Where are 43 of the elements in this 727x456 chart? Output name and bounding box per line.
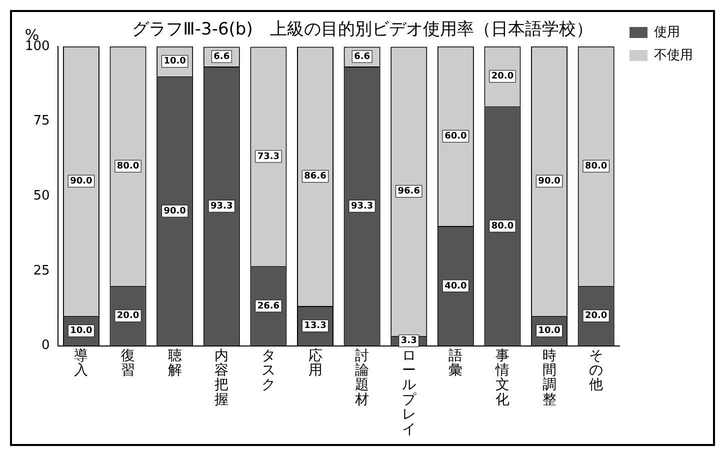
data-label: 80.0 [491, 221, 514, 232]
y-tick-label: 0 [42, 338, 50, 354]
data-label: 90.0 [164, 206, 186, 216]
x-tick-label: ロールプレイ [402, 348, 417, 438]
data-label: 96.6 [398, 186, 420, 197]
data-label: 10.0 [70, 326, 92, 336]
data-label: 93.3 [350, 201, 374, 212]
data-label: 13.3 [304, 321, 326, 332]
data-label: 3.3 [400, 336, 417, 346]
data-label: 20.0 [116, 311, 140, 322]
data-label: 20.0 [491, 72, 514, 82]
data-label: 90.0 [538, 176, 560, 186]
x-tick-label: 時間調整 [542, 348, 556, 408]
data-label: 90.0 [70, 176, 92, 186]
x-tick-label: 内容把握 [214, 348, 229, 408]
x-tick-label: 応用 [308, 348, 322, 378]
legend-label: 不使用 [654, 48, 693, 63]
data-label: 6.6 [214, 52, 230, 62]
x-tick-label: タスク [261, 348, 276, 394]
data-label: 60.0 [444, 132, 467, 142]
x-tick-label: 語彙 [448, 348, 463, 378]
data-label: 6.6 [354, 52, 370, 62]
y-tick-label: 50 [33, 188, 50, 204]
x-tick-label: 事情文化 [494, 348, 510, 408]
x-tick-label: 復習 [121, 348, 136, 378]
chart-title: グラフⅢ-3-6(b) 上級の目的別ビデオ使用率（日本語学校） [132, 20, 593, 40]
x-tick-label: その他 [589, 348, 604, 394]
legend-label: 使用 [654, 24, 680, 40]
y-tick-label: 25 [33, 263, 50, 278]
data-label: 93.3 [210, 201, 233, 212]
data-label: 86.6 [304, 172, 326, 182]
data-label: 20.0 [584, 311, 608, 322]
y-tick-label: 75 [33, 114, 50, 129]
data-label: 80.0 [116, 162, 140, 172]
data-label: 10.0 [538, 326, 560, 336]
x-tick-label: 導入 [74, 348, 88, 378]
data-label: 40.0 [444, 281, 467, 292]
data-label: 73.3 [257, 152, 280, 162]
x-tick-label: 討論題材 [354, 348, 370, 408]
data-label: 26.6 [257, 301, 280, 312]
data-label: 80.0 [584, 162, 608, 172]
data-label: 10.0 [164, 56, 186, 67]
x-tick-label: 聴解 [168, 348, 182, 378]
